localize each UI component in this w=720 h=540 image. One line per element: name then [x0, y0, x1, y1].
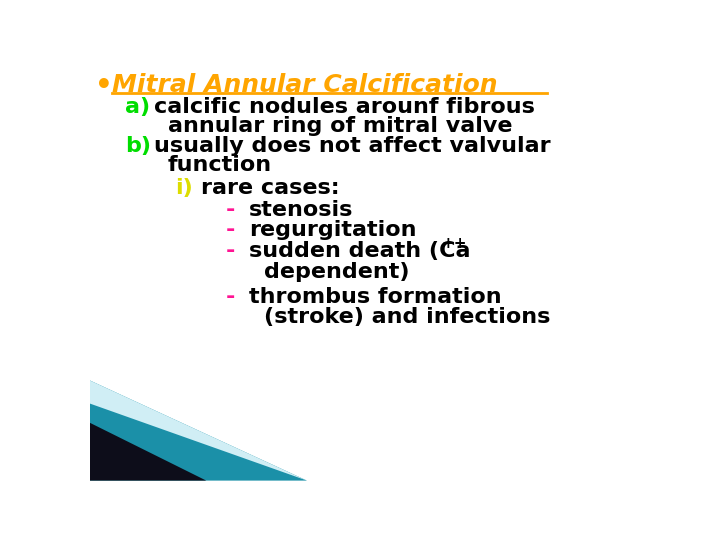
Text: usually does not affect valvular: usually does not affect valvular [153, 136, 550, 156]
Text: sudden death (Ca: sudden death (Ca [249, 241, 470, 261]
Text: calcific nodules arounf fibrous: calcific nodules arounf fibrous [153, 97, 534, 117]
Text: -: - [225, 220, 235, 240]
Polygon shape [90, 423, 206, 481]
Text: (stroke) and infections: (stroke) and infections [264, 307, 551, 327]
Polygon shape [90, 381, 307, 481]
Text: function: function [168, 155, 271, 175]
Text: a): a) [125, 97, 150, 117]
Text: •: • [94, 72, 112, 100]
Text: b): b) [125, 136, 151, 156]
Text: Mitral Annular Calcification: Mitral Annular Calcification [112, 72, 498, 97]
Text: ++: ++ [441, 236, 467, 251]
Text: regurgitation: regurgitation [249, 220, 416, 240]
Text: dependent): dependent) [264, 262, 410, 282]
Text: annular ring of mitral valve: annular ring of mitral valve [168, 117, 512, 137]
Text: i): i) [175, 178, 193, 198]
Text: -: - [225, 241, 235, 261]
Text: -: - [225, 200, 235, 220]
Text: thrombus formation: thrombus formation [249, 287, 502, 307]
Polygon shape [90, 381, 307, 481]
Text: stenosis: stenosis [249, 200, 354, 220]
Text: -: - [225, 287, 235, 307]
Text: rare cases:: rare cases: [201, 178, 339, 198]
